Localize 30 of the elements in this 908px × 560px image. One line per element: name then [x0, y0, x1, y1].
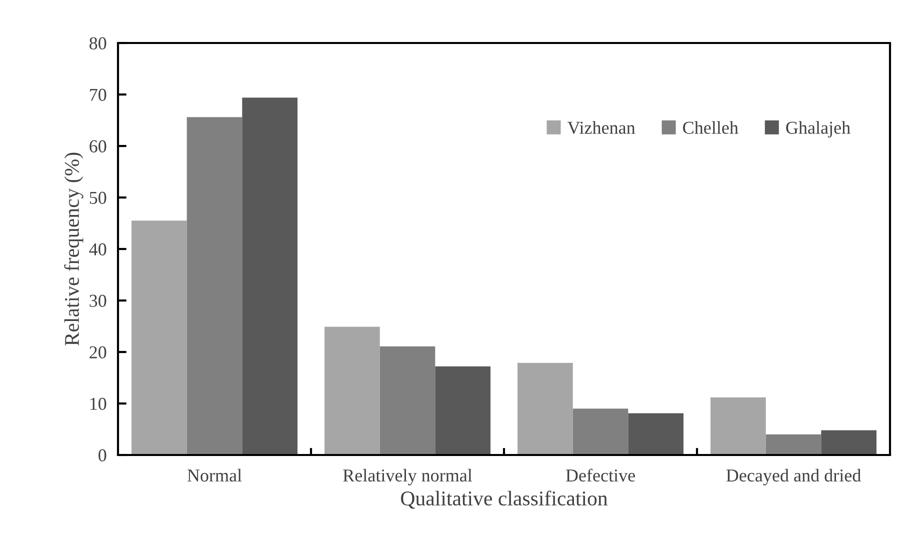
bar [821, 430, 876, 455]
legend-label: Ghalajeh [786, 121, 850, 138]
bar [380, 346, 436, 455]
bar [132, 220, 187, 455]
y-tick-label: 20 [90, 346, 106, 358]
bar [766, 434, 822, 455]
y-tick-label: 70 [90, 88, 106, 101]
x-tick-label: Relatively normal [343, 468, 472, 486]
y-tick-label: 0 [98, 449, 106, 462]
bar [186, 117, 242, 455]
bar [572, 408, 628, 455]
bar [710, 397, 766, 455]
y-axis-title: Relative frequency (%) [64, 152, 84, 346]
x-axis-title: Qualitative classification [401, 490, 608, 509]
y-tick-label: 40 [89, 243, 106, 256]
x-tick-label: Normal [187, 468, 242, 482]
y-tick-label: 10 [90, 398, 106, 410]
y-tick-label: 60 [90, 140, 106, 152]
x-tick-label: Defective [566, 468, 635, 482]
x-tick-label: Decayed and dried [726, 468, 861, 486]
bar [628, 413, 684, 455]
bar [518, 362, 573, 455]
bar [324, 326, 380, 455]
y-tick-label: 30 [90, 294, 106, 307]
legend-label: Vizhenan [567, 121, 636, 134]
y-tick-label: 80 [90, 37, 106, 50]
bar [435, 366, 490, 455]
bar [242, 98, 298, 455]
legend-label: Chelleh [683, 121, 738, 134]
y-tick-label: 50 [90, 192, 106, 204]
